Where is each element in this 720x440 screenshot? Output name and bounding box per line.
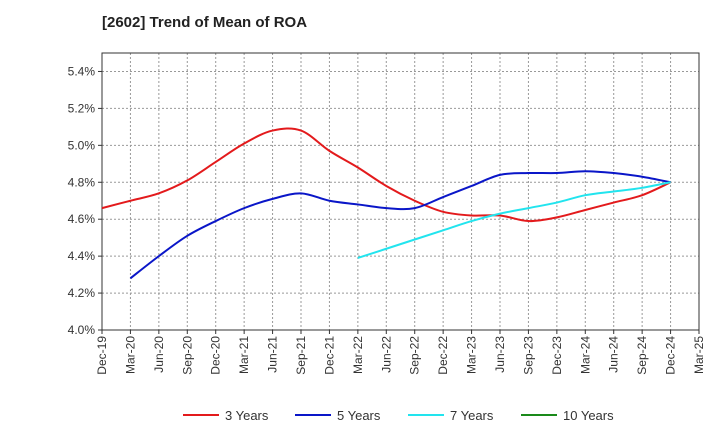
x-tick-label: Jun-23 — [493, 336, 507, 373]
y-tick-label: 5.2% — [68, 101, 96, 115]
x-tick-label: Mar-21 — [237, 336, 251, 374]
plot-border — [101, 52, 700, 331]
x-tick-label: Sep-21 — [294, 336, 308, 375]
x-tick-label: Mar-25 — [692, 336, 706, 374]
x-tick-label: Sep-20 — [180, 336, 194, 375]
x-tick-label: Dec-24 — [664, 336, 678, 375]
x-tick-label: Mar-22 — [351, 336, 365, 374]
y-tick-label: 4.0% — [68, 323, 96, 337]
x-tick-label: Jun-21 — [266, 336, 280, 373]
x-tick-label: Sep-24 — [635, 336, 649, 375]
plot-area — [102, 53, 699, 330]
y-tick-label: 4.6% — [68, 212, 96, 226]
legend-item: 3 Years — [183, 408, 269, 423]
x-tick-label: Sep-22 — [408, 336, 422, 375]
legend-label: 7 Years — [450, 408, 494, 423]
x-tick-label: Jun-20 — [152, 336, 166, 373]
x-tick-label: Dec-23 — [550, 336, 564, 375]
x-tick-label: Mar-24 — [578, 336, 592, 374]
y-tick-label: 4.2% — [68, 286, 96, 300]
x-tick-label: Sep-23 — [521, 336, 535, 375]
chart-title: [2602] Trend of Mean of ROA — [102, 14, 308, 31]
y-tick-label: 5.4% — [68, 64, 96, 78]
axes: 4.0% 4.2% 4.4% 4.6% 4.8% 5.0% 5.2% 5.4% Dec-19 Ma… — [68, 52, 706, 375]
x-tick-label: Mar-23 — [465, 336, 479, 374]
x-tick-label: Jun-22 — [379, 336, 393, 373]
y-tick-label: 4.4% — [68, 249, 96, 263]
x-tick-label: Dec-19 — [95, 336, 109, 375]
x-tick-label: Dec-21 — [322, 336, 336, 375]
x-tick-label: Mar-20 — [123, 336, 137, 374]
series-lines — [101, 127, 671, 280]
x-tick-label: Dec-22 — [436, 336, 450, 375]
legend-item: 7 Years — [408, 408, 494, 423]
legend-label: 10 Years — [563, 408, 614, 423]
series-line-3-years — [101, 127, 671, 223]
x-tick-label: Jun-24 — [607, 336, 621, 373]
legend-item: 10 Years — [521, 408, 614, 423]
series-line-7-years — [357, 181, 671, 259]
legend: 3 Years 5 Years 7 Years 10 Years — [183, 408, 614, 423]
y-tick-label: 4.8% — [68, 175, 96, 189]
grid-lines — [102, 53, 699, 330]
legend-label: 5 Years — [337, 408, 381, 423]
x-tick-label: Dec-20 — [209, 336, 223, 375]
legend-label: 3 Years — [225, 408, 269, 423]
legend-item: 5 Years — [295, 408, 381, 423]
series-line-5-years — [129, 170, 671, 280]
y-tick-label: 5.0% — [68, 138, 96, 152]
